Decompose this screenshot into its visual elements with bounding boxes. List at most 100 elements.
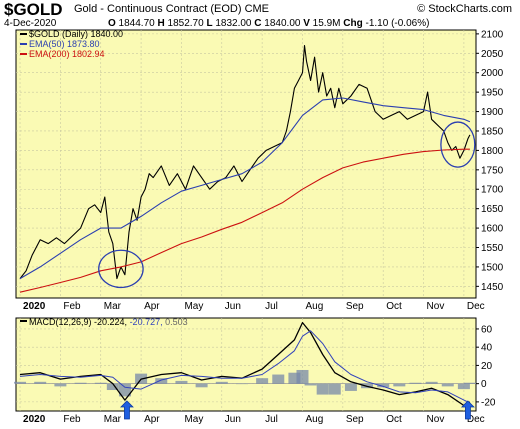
exchange-name: CME bbox=[244, 3, 270, 15]
x-tick-label: May bbox=[184, 301, 203, 312]
x-tick-label: Jul bbox=[265, 414, 278, 425]
macd-hist-bar bbox=[288, 372, 301, 384]
macd-hist-bar bbox=[463, 382, 476, 384]
macd-hist-bar bbox=[155, 378, 168, 384]
macd-hist-bar bbox=[328, 383, 341, 395]
macd-hist-bar bbox=[34, 381, 47, 384]
y-tick-label: 20 bbox=[481, 361, 493, 372]
chart-instrument-name: Gold - Continuous Contract (EOD) CME bbox=[74, 3, 269, 15]
series-price bbox=[19, 44, 471, 280]
legend-label-ema50: EMA(50) 1873.80 bbox=[29, 39, 100, 49]
ohlc-key-c: C bbox=[254, 18, 262, 29]
macd-hist-bar bbox=[377, 383, 390, 388]
y-tick-label: -20 bbox=[481, 397, 496, 408]
x-tick-label: Jun bbox=[225, 414, 241, 425]
ohlc-key-l: L bbox=[206, 18, 213, 29]
y-tick-label: 1850 bbox=[481, 126, 504, 137]
x-tick-label: Nov bbox=[427, 301, 445, 312]
y-tick-label: 1900 bbox=[481, 107, 504, 118]
y-tick-label: 0 bbox=[481, 379, 487, 390]
ohlc-value-h: 1852.70 bbox=[164, 18, 207, 29]
price-panel: 1450 1500 1550 1600 1650 1700 1750 1800 1850 1900… bbox=[15, 29, 504, 312]
x-tick-label: Sep bbox=[346, 301, 364, 312]
chart-symbol: $GOLD bbox=[4, 0, 63, 19]
x-tick-label: Oct bbox=[386, 414, 402, 425]
series-macd bbox=[19, 321, 471, 407]
x-tick-label: Aug bbox=[305, 301, 323, 312]
y-tick-label: 1450 bbox=[481, 282, 504, 293]
x-tick-label: Sep bbox=[346, 414, 364, 425]
ohlc-value-l: 1832.00 bbox=[212, 18, 255, 29]
x-tick-label: Apr bbox=[144, 301, 160, 312]
highlight-circle-1 bbox=[98, 249, 144, 289]
macd-hist-bar bbox=[54, 383, 67, 387]
macd-hist-bar bbox=[457, 383, 470, 390]
macd-hist-bar bbox=[235, 383, 248, 385]
ohlc-key-o: O bbox=[108, 18, 116, 29]
x-tick-label: Apr bbox=[144, 414, 160, 425]
macd-hist-bar bbox=[195, 383, 208, 388]
instrument-name: Gold - Continuous Contract (EOD) bbox=[74, 3, 242, 15]
x-tick-label: May bbox=[184, 414, 203, 425]
y-tick-label: 2050 bbox=[481, 49, 504, 60]
highlight-circle-2 bbox=[440, 121, 476, 168]
y-tick-label: 1650 bbox=[481, 204, 504, 215]
macd-plot-area bbox=[15, 317, 477, 412]
buy-arrow-april bbox=[119, 400, 134, 420]
macd-hist-bar bbox=[409, 382, 422, 384]
macd-hist-bar bbox=[316, 383, 329, 395]
y-tick-label: 60 bbox=[481, 324, 493, 335]
macd-hist-bar bbox=[14, 381, 27, 384]
y-tick-label: 1800 bbox=[481, 146, 504, 157]
macd-hist-bar bbox=[425, 381, 438, 384]
macd-hist-bar bbox=[256, 378, 269, 384]
x-tick-label: Jul bbox=[265, 301, 278, 312]
chart-date: 4-Dec-2020 bbox=[4, 18, 57, 29]
macd-hist-bar bbox=[175, 380, 188, 384]
macd-panel: -20 0 20 40 60 2020 Feb Mar Apr May Jun Jul Aug Sep Oc… bbox=[14, 317, 496, 425]
legend-label-price: $GOLD (Daily) 1840.00 bbox=[29, 29, 123, 39]
y-tick-label: 1550 bbox=[481, 243, 504, 254]
x-tick-label: Dec bbox=[467, 301, 485, 312]
x-tick-label: Oct bbox=[386, 301, 402, 312]
y-tick-label: 1500 bbox=[481, 262, 504, 273]
y-tick-label: 2000 bbox=[481, 68, 504, 79]
ohlc-value-v: 15.9M bbox=[309, 18, 344, 29]
x-tick-label: 2020 bbox=[23, 301, 46, 312]
macd-hist-bar bbox=[272, 374, 285, 384]
ohlc-key-v: V bbox=[303, 18, 310, 29]
x-tick-label: Mar bbox=[104, 301, 122, 312]
x-tick-label: Feb bbox=[63, 301, 81, 312]
y-tick-label: 1700 bbox=[481, 185, 504, 196]
y-tick-label: 2100 bbox=[481, 29, 504, 40]
x-tick-label: Aug bbox=[305, 414, 323, 425]
macd-legend-hist: 0.503 bbox=[165, 317, 188, 327]
x-tick-label: Mar bbox=[104, 414, 122, 425]
macd-legend-title: MACD(12,26,9) bbox=[29, 317, 94, 327]
macd-hist-bar bbox=[344, 383, 357, 391]
macd-hist-bar bbox=[215, 381, 228, 384]
x-tick-label: Feb bbox=[63, 414, 81, 425]
ohlc-value-o: 1844.70 bbox=[115, 18, 158, 29]
y-tick-label: 1750 bbox=[481, 165, 504, 176]
price-plot-area bbox=[15, 29, 477, 299]
ohlc-value-c: 1840.00 bbox=[261, 18, 304, 29]
series-signal bbox=[19, 330, 471, 404]
macd-hist-bar bbox=[296, 369, 309, 384]
macd-hist-bar bbox=[74, 382, 87, 384]
x-tick-label: Dec bbox=[467, 414, 485, 425]
series-ema50 bbox=[19, 97, 471, 280]
y-tick-label: 40 bbox=[481, 343, 493, 354]
ohlc-key-chg: Chg bbox=[343, 18, 363, 29]
macd-hist-bar bbox=[441, 383, 454, 387]
y-tick-label: 1600 bbox=[481, 224, 504, 235]
macd-legend-value: -20.224, bbox=[94, 317, 130, 327]
macd-hist-bar bbox=[106, 383, 119, 391]
macd-hist-bar bbox=[393, 383, 406, 387]
legend-label-ema200: EMA(200) 1802.94 bbox=[29, 49, 105, 59]
ohlc-value-chg: -1.10 (-0.06%) bbox=[362, 18, 430, 29]
brand-watermark: © StockCharts.com bbox=[417, 3, 512, 15]
ohlc-key-h: H bbox=[157, 18, 165, 29]
macd-hist-bar bbox=[118, 383, 131, 397]
